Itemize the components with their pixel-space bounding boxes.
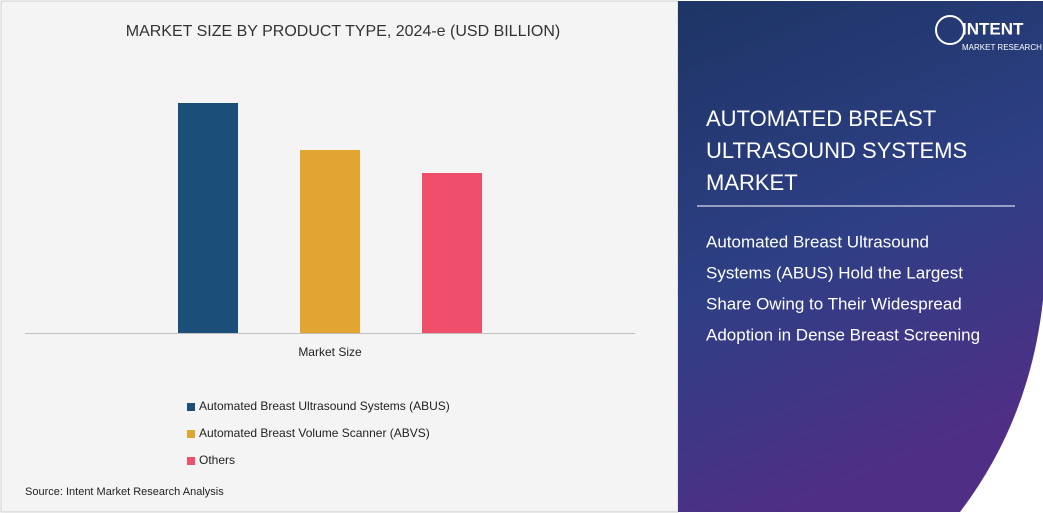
chart: MARKET SIZE BY PRODUCT TYPE, 2024-e (USD…: [25, 23, 635, 498]
info-panel: [678, 1, 1043, 512]
legend-label: Others: [199, 453, 235, 467]
panel-subtitle: Share Owing to Their Widespread: [706, 294, 962, 313]
legend-swatch: [187, 457, 195, 465]
bar: [300, 150, 360, 333]
panel-subtitle: Adoption in Dense Breast Screening: [706, 325, 980, 344]
logo-subtext: MARKET RESEARCH: [962, 43, 1042, 52]
panel-title: ULTRASOUND SYSTEMS: [706, 138, 967, 163]
legend-label: Automated Breast Ultrasound Systems (ABU…: [199, 399, 450, 413]
bar: [422, 173, 482, 333]
panel-title: AUTOMATED BREAST: [706, 106, 936, 131]
legend-label: Automated Breast Volume Scanner (ABVS): [199, 426, 430, 440]
x-tick-label: Market Size: [298, 345, 362, 359]
panel-subtitle: Systems (ABUS) Hold the Largest: [706, 263, 963, 282]
panel-subtitle: Automated Breast Ultrasound: [706, 232, 929, 251]
legend-swatch: [187, 430, 195, 438]
panel-title: MARKET: [706, 170, 798, 195]
chart-title: MARKET SIZE BY PRODUCT TYPE, 2024-e (USD…: [126, 23, 561, 40]
source: Source: Intent Market Research Analysis: [25, 486, 224, 498]
legend-swatch: [187, 403, 195, 411]
logo-icon: [935, 15, 965, 45]
logo-text: INTENT: [962, 19, 1024, 38]
bar: [178, 103, 238, 333]
